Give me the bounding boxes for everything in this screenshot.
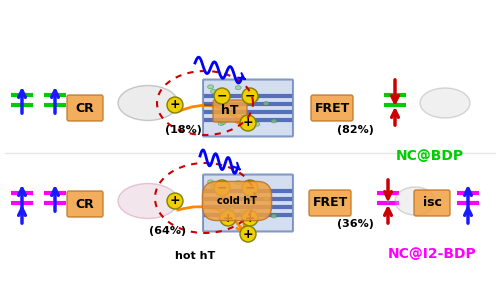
Circle shape [242, 88, 258, 104]
Ellipse shape [220, 215, 226, 219]
Text: (82%): (82%) [336, 125, 374, 135]
Text: (36%): (36%) [336, 219, 374, 229]
Ellipse shape [208, 85, 214, 89]
Ellipse shape [230, 105, 235, 109]
Text: cold hT: cold hT [217, 196, 257, 206]
Text: CR: CR [76, 198, 94, 210]
Text: +: + [222, 212, 234, 225]
Ellipse shape [210, 90, 216, 94]
Ellipse shape [263, 196, 269, 200]
Ellipse shape [118, 184, 178, 219]
Ellipse shape [263, 102, 269, 106]
Ellipse shape [254, 217, 260, 221]
Circle shape [240, 226, 256, 242]
Ellipse shape [235, 86, 241, 90]
Ellipse shape [395, 187, 435, 215]
Circle shape [220, 210, 236, 226]
Circle shape [167, 193, 183, 209]
Ellipse shape [253, 192, 259, 196]
Ellipse shape [118, 86, 178, 120]
Ellipse shape [210, 184, 216, 188]
Ellipse shape [229, 112, 235, 116]
Circle shape [240, 115, 256, 131]
Text: FRET: FRET [314, 102, 350, 114]
Text: −: − [245, 90, 256, 102]
Ellipse shape [271, 119, 277, 123]
Ellipse shape [230, 200, 235, 204]
FancyBboxPatch shape [213, 100, 247, 122]
Circle shape [214, 180, 230, 196]
Text: FRET: FRET [312, 196, 348, 210]
Ellipse shape [240, 115, 246, 119]
Text: +: + [242, 116, 254, 130]
Circle shape [167, 97, 183, 113]
FancyBboxPatch shape [203, 80, 293, 136]
FancyBboxPatch shape [203, 174, 293, 231]
Text: +: + [170, 98, 180, 112]
Ellipse shape [218, 122, 224, 126]
Text: hT: hT [221, 104, 239, 118]
Ellipse shape [254, 122, 260, 126]
Ellipse shape [235, 181, 241, 185]
Text: +: + [170, 194, 180, 208]
Text: NC@BDP: NC@BDP [396, 149, 464, 163]
Ellipse shape [220, 120, 226, 124]
Ellipse shape [271, 214, 277, 218]
Circle shape [214, 88, 230, 104]
Ellipse shape [229, 207, 235, 211]
Ellipse shape [420, 88, 470, 118]
Text: hot hT: hot hT [175, 251, 215, 261]
Circle shape [242, 180, 258, 196]
FancyBboxPatch shape [414, 190, 450, 216]
Text: −: − [245, 182, 256, 194]
Text: (64%): (64%) [150, 226, 186, 236]
Text: +: + [244, 212, 256, 225]
Circle shape [242, 210, 258, 226]
Text: isc: isc [422, 196, 442, 210]
Ellipse shape [218, 217, 224, 221]
Text: (18%): (18%) [164, 125, 202, 135]
FancyBboxPatch shape [311, 95, 353, 121]
Text: NC@I2-BDP: NC@I2-BDP [388, 247, 476, 261]
Text: −: − [217, 182, 227, 194]
Text: CR: CR [76, 102, 94, 114]
Text: +: + [242, 227, 254, 241]
Text: −: − [217, 90, 227, 102]
FancyBboxPatch shape [67, 95, 103, 121]
Ellipse shape [253, 97, 259, 101]
Ellipse shape [240, 210, 246, 214]
FancyBboxPatch shape [67, 191, 103, 217]
Ellipse shape [208, 180, 214, 184]
FancyBboxPatch shape [309, 190, 351, 216]
